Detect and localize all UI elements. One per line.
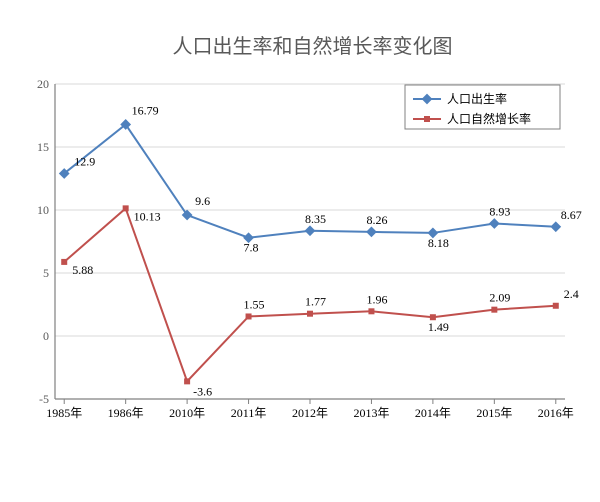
data-label: 10.13 <box>134 209 161 223</box>
data-label: 7.8 <box>244 241 259 255</box>
data-label: 9.6 <box>195 194 210 208</box>
x-tick-label: 2016年 <box>538 406 574 420</box>
x-tick-label: 2015年 <box>476 406 512 420</box>
data-label: 8.67 <box>561 208 582 222</box>
data-label: 8.26 <box>366 213 387 227</box>
x-tick-label: 2013年 <box>353 406 389 420</box>
data-marker <box>184 378 190 384</box>
data-marker <box>366 227 377 238</box>
data-marker <box>489 218 500 229</box>
x-tick-label: 2012年 <box>292 406 328 420</box>
svg-text:10: 10 <box>37 203 49 217</box>
svg-text:20: 20 <box>37 77 49 91</box>
data-marker <box>553 303 559 309</box>
legend-label: 人口出生率 <box>447 91 507 106</box>
data-label: 16.79 <box>132 103 159 117</box>
data-marker <box>491 307 497 313</box>
data-marker <box>246 313 252 319</box>
data-marker <box>368 308 374 314</box>
data-label: 8.93 <box>489 204 510 218</box>
data-marker <box>305 225 316 236</box>
svg-text:0: 0 <box>43 329 49 343</box>
data-marker <box>550 221 561 232</box>
chart-container: 人口出生率和自然增长率变化图 -5 0 5 10 15 20 1985年 1986年 2010年… <box>0 0 600 502</box>
data-label: 2.09 <box>489 291 510 305</box>
x-tick-label: 2011年 <box>231 406 267 420</box>
x-tick-label: 2014年 <box>415 406 451 420</box>
data-label: -3.6 <box>193 384 212 398</box>
data-marker <box>123 205 129 211</box>
x-tick-label: 2010年 <box>169 406 205 420</box>
data-label: 2.4 <box>564 287 579 301</box>
data-label: 8.35 <box>305 212 326 226</box>
svg-text:-5: -5 <box>39 392 49 406</box>
legend-label: 人口自然增长率 <box>447 111 531 126</box>
data-label: 1.77 <box>305 295 326 309</box>
chart-title: 人口出生率和自然增长率变化图 <box>45 30 580 59</box>
data-label: 12.9 <box>74 154 95 168</box>
data-marker <box>307 311 313 317</box>
data-marker <box>182 210 193 221</box>
data-label: 1.55 <box>244 297 265 311</box>
data-label: 8.18 <box>428 236 449 250</box>
svg-text:15: 15 <box>37 140 49 154</box>
svg-text:5: 5 <box>43 266 49 280</box>
data-label: 5.88 <box>72 263 93 277</box>
data-marker <box>61 259 67 265</box>
x-tick-label: 1985年 <box>46 406 82 420</box>
x-tick-label: 1986年 <box>108 406 144 420</box>
data-label: 1.49 <box>428 320 449 334</box>
chart-svg: -5051015201985年1986年2010年2011年2012年2013年… <box>45 79 570 459</box>
plot-area: -5051015201985年1986年2010年2011年2012年2013年… <box>45 79 570 429</box>
data-label: 1.96 <box>366 292 387 306</box>
